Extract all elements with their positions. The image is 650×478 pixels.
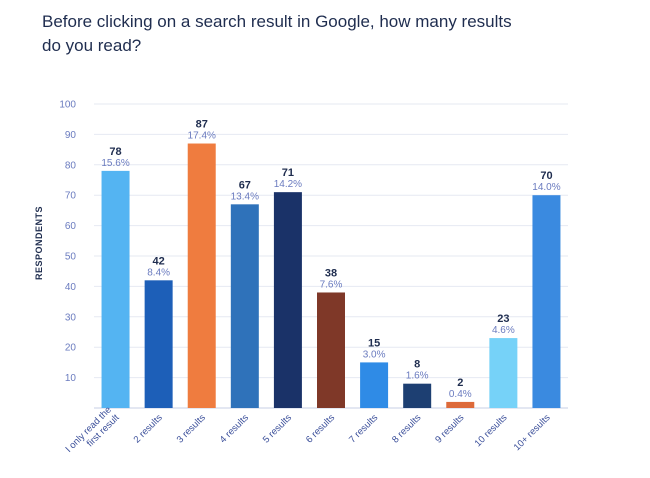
percent-label: 13.4% [231, 191, 259, 202]
x-tick-label: 5 results [261, 412, 294, 445]
percent-label: 14.2% [274, 179, 302, 190]
y-axis-label: RESPONDENTS [34, 206, 44, 280]
y-tick-label: 20 [65, 343, 77, 354]
value-label: 8 [414, 359, 420, 371]
x-tick-label: 7 results [347, 412, 380, 445]
x-tick-label: 8 results [390, 412, 423, 445]
x-tick-label-line: 10 results [473, 412, 510, 449]
x-tick-label-line: 7 results [347, 412, 380, 445]
value-label: 70 [540, 170, 552, 182]
x-tick-label: 9 results [433, 412, 466, 445]
percent-label: 7.6% [320, 279, 343, 290]
x-tick-label-line: 8 results [390, 412, 423, 445]
y-tick-label: 90 [65, 130, 77, 141]
percent-label: 17.4% [188, 131, 216, 142]
x-tick-label: 10+ results [512, 412, 553, 453]
percent-label: 4.6% [492, 325, 515, 336]
x-tick-label: 10 results [473, 412, 510, 449]
y-tick-label: 10 [65, 373, 77, 384]
x-tick-label: 2 results [132, 412, 165, 445]
x-tick-label-line: 6 results [304, 412, 337, 445]
x-tick-label-line: 3 results [175, 412, 208, 445]
value-label: 67 [239, 179, 251, 191]
y-tick-label: 70 [65, 191, 77, 202]
bar [489, 338, 518, 408]
value-label: 15 [368, 337, 380, 349]
chart-title-line-1: Before clicking on a search result in Go… [42, 12, 512, 31]
bar [273, 192, 302, 408]
x-tick-label-line: 5 results [261, 412, 294, 445]
bar [317, 292, 345, 408]
value-label: 78 [109, 146, 121, 158]
chart-title: Before clicking on a search result in Go… [42, 10, 602, 58]
value-label: 87 [196, 119, 208, 131]
x-tick-label-line: 10+ results [512, 412, 553, 453]
y-axis-ticks: 10 20 30 40 50 60 70 80 90 100 [59, 100, 76, 385]
x-tick-label-line: 2 results [132, 412, 165, 445]
x-tick-label: 6 results [304, 412, 337, 445]
x-tick-label-line: 4 results [218, 412, 251, 445]
y-tick-label: 40 [65, 282, 77, 293]
bar [403, 383, 432, 408]
x-tick-label: 3 results [175, 412, 208, 445]
bar [187, 143, 216, 408]
percent-label: 8.4% [147, 267, 170, 278]
value-label: 23 [497, 313, 509, 325]
bar [101, 170, 130, 408]
value-label: 2 [457, 377, 463, 389]
bar [144, 280, 173, 408]
y-tick-label: 60 [65, 221, 77, 232]
y-tick-label: 100 [59, 100, 76, 111]
y-tick-label: 50 [65, 252, 77, 263]
value-label: 71 [282, 167, 294, 179]
bar [446, 401, 475, 408]
y-tick-label: 80 [65, 160, 77, 171]
percent-label: 3.0% [363, 349, 386, 360]
bar [532, 195, 561, 408]
percent-label: 14.0% [532, 182, 560, 193]
x-tick-label: 4 results [218, 412, 251, 445]
y-tick-label: 30 [65, 312, 77, 323]
percent-label: 1.6% [406, 371, 429, 382]
bar [360, 362, 389, 408]
chart-title-line-2: do you read? [42, 36, 142, 55]
value-label: 38 [325, 267, 337, 279]
percent-label: 0.4% [449, 389, 472, 400]
value-label: 42 [153, 255, 165, 267]
percent-label: 15.6% [101, 158, 129, 169]
bar [230, 204, 259, 408]
bars [101, 143, 561, 408]
gridlines [94, 103, 568, 379]
x-tick-label-line: 9 results [433, 412, 466, 445]
